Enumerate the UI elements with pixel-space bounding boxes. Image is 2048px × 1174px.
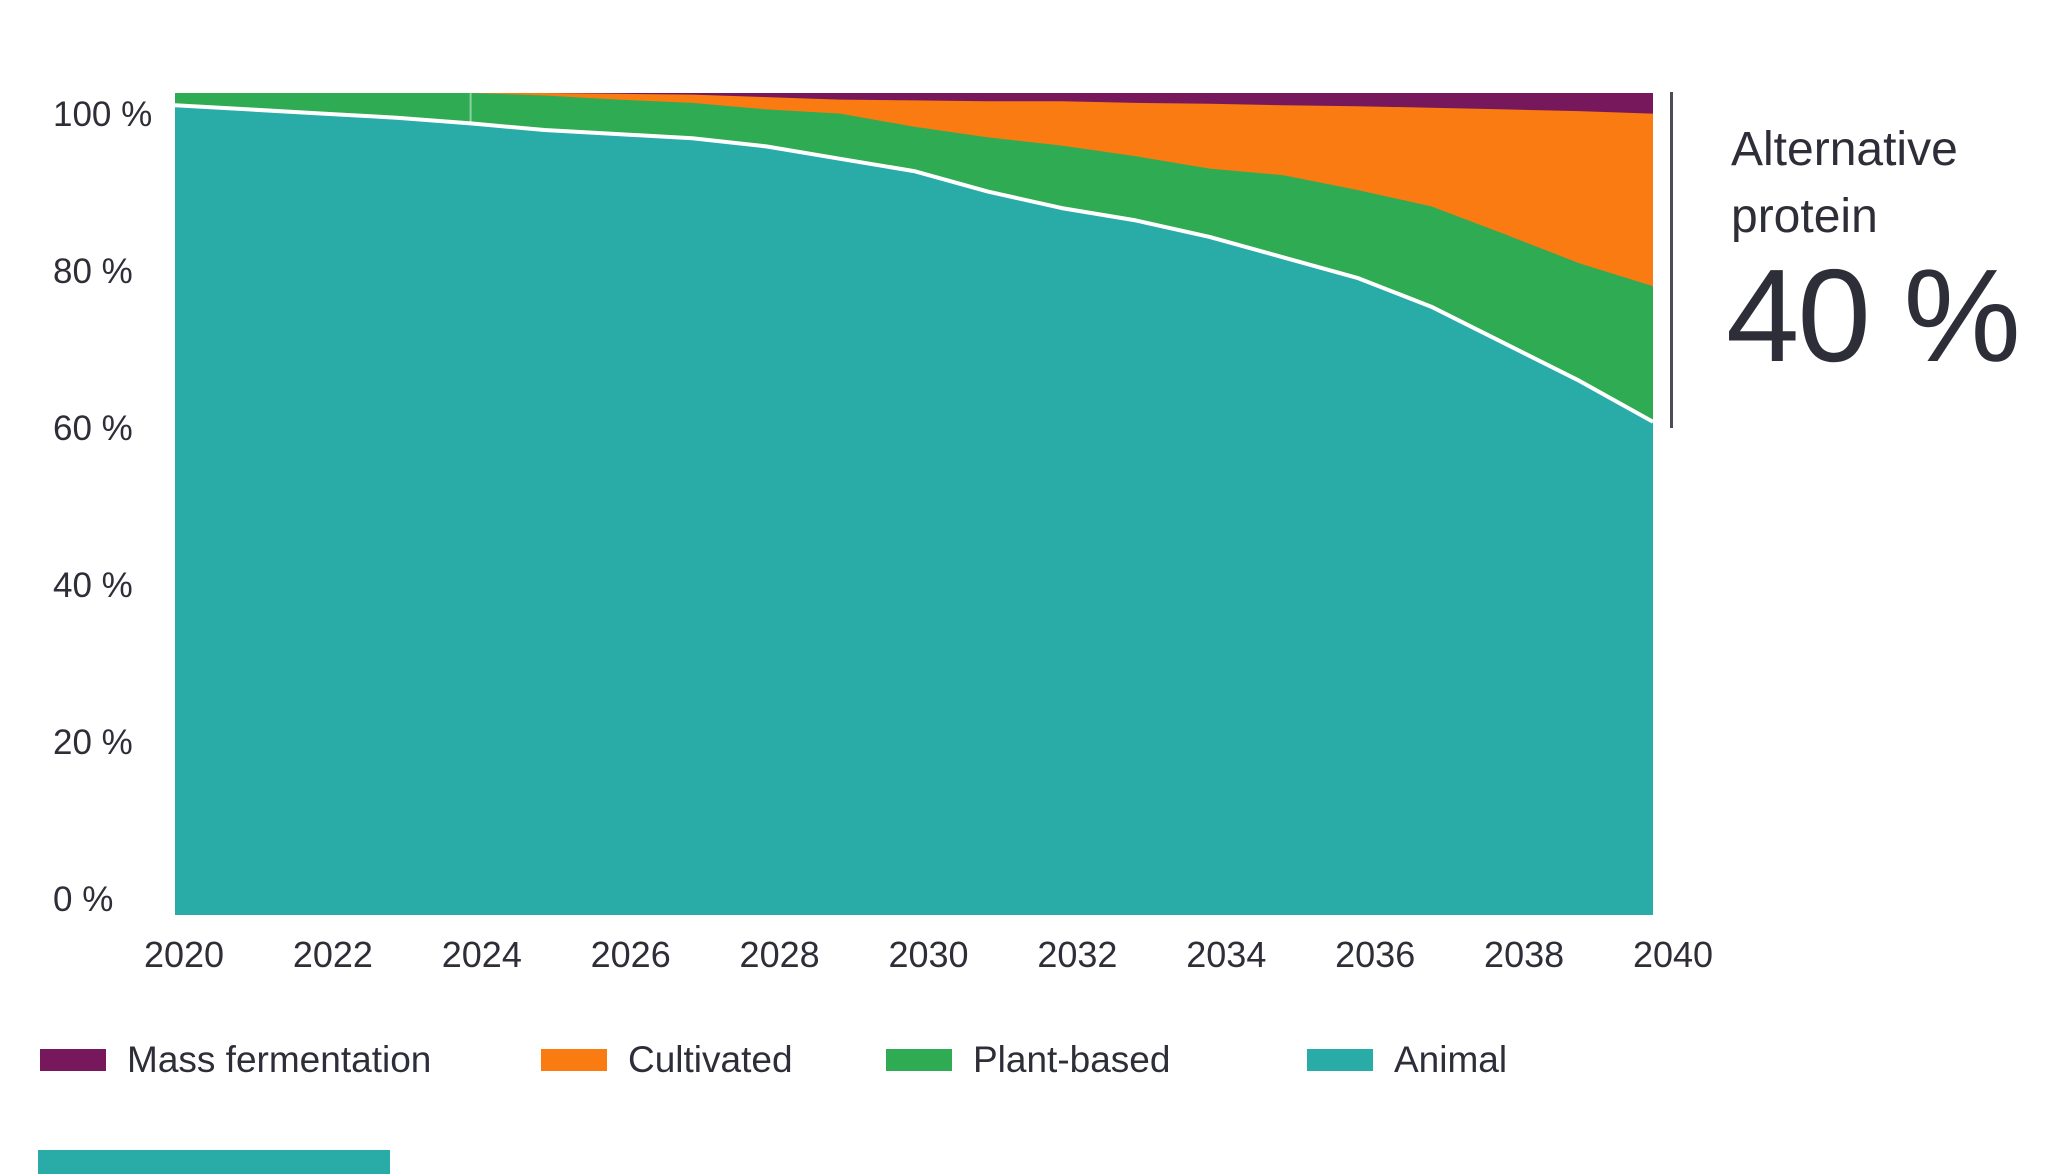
x-tick-label: 2034 xyxy=(1186,934,1267,975)
x-tick-label: 2030 xyxy=(888,934,969,975)
legend-swatch xyxy=(541,1049,607,1071)
animal-boundary-line xyxy=(175,103,1653,424)
y-tick-label: 20 % xyxy=(53,723,133,762)
annotation-bracket-line xyxy=(1670,92,1673,428)
y-tick-label: 60 % xyxy=(53,409,133,448)
series-area-animal xyxy=(175,105,1653,915)
legend-item-plant-based: Plant-based xyxy=(886,1039,1171,1080)
legend-swatch xyxy=(1307,1049,1373,1071)
x-tick-label: 2040 xyxy=(1632,934,1714,975)
x-tick-label: 2032 xyxy=(1037,934,1118,975)
annotation-value: 40 % xyxy=(1726,242,2021,389)
legend-swatch xyxy=(40,1049,106,1071)
x-tick-label: 2024 xyxy=(441,934,522,975)
legend-label: Cultivated xyxy=(628,1039,793,1080)
legend-item-mass-fermentation: Mass fermentation xyxy=(40,1039,432,1080)
x-tick-label: 2026 xyxy=(590,934,671,975)
annotation-label: Alternative protein xyxy=(1731,116,1958,250)
annotation-label-line2: protein xyxy=(1731,190,1878,243)
x-tick-label: 2038 xyxy=(1484,934,1565,975)
legend-item-animal: Animal xyxy=(1307,1039,1508,1080)
x-tick-label: 2022 xyxy=(292,934,373,975)
legend-swatch xyxy=(886,1049,952,1071)
y-tick-label: 40 % xyxy=(53,566,133,605)
annotation-label-line1: Alternative xyxy=(1731,123,1958,176)
x-tick-label: 2036 xyxy=(1335,934,1416,975)
legend-label: Mass fermentation xyxy=(127,1039,432,1080)
accent-bar xyxy=(38,1150,390,1174)
legend-label: Animal xyxy=(1394,1039,1508,1080)
legend-label: Plant-based xyxy=(973,1039,1171,1080)
y-tick-label: 100 % xyxy=(53,95,153,134)
x-tick-label: 2020 xyxy=(143,934,225,975)
chart-canvas xyxy=(175,93,1653,915)
x-tick-label: 2028 xyxy=(739,934,820,975)
y-tick-label: 0 % xyxy=(53,880,114,919)
plot-area xyxy=(175,93,1653,915)
legend-item-cultivated: Cultivated xyxy=(541,1039,793,1080)
y-tick-label: 80 % xyxy=(53,252,133,291)
